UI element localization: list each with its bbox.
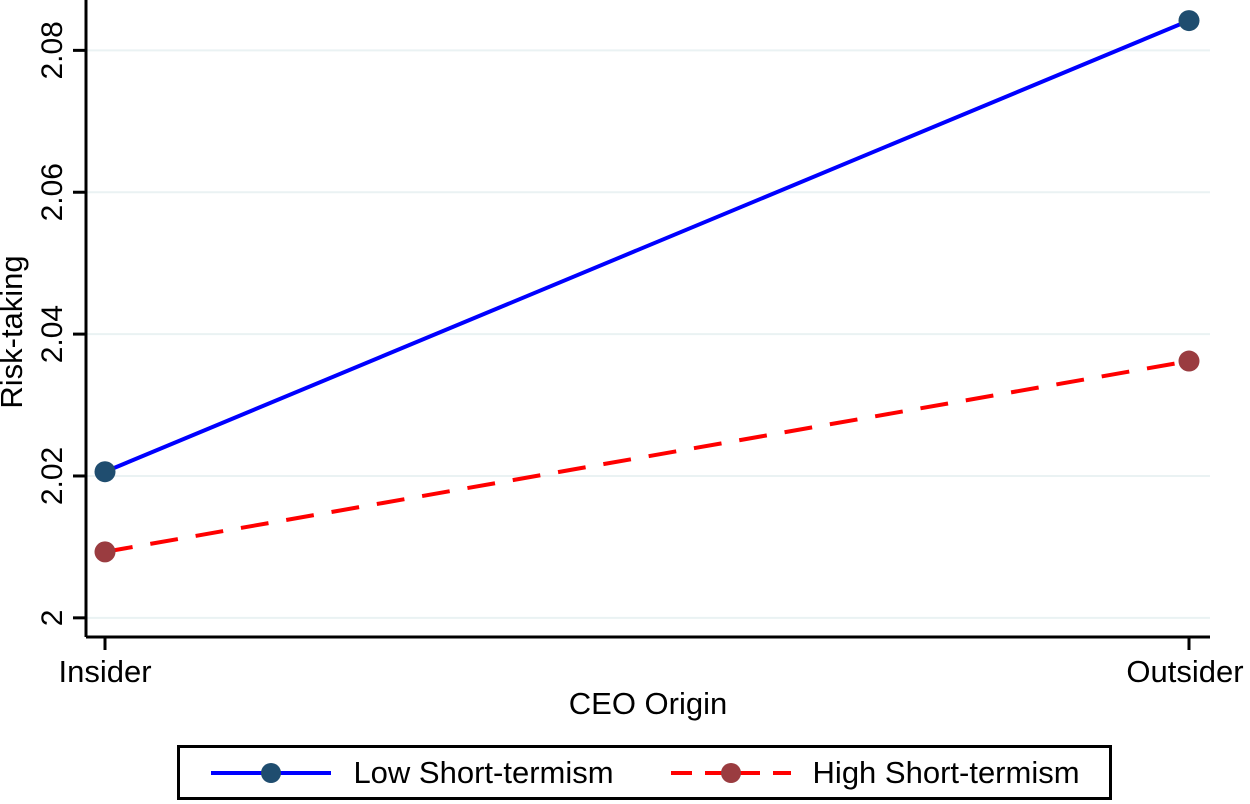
marker-low-short-termism-insider bbox=[94, 461, 116, 483]
data-series bbox=[94, 10, 1200, 563]
legend-entry-low-short-termism: Low Short-termism bbox=[209, 754, 614, 791]
marker-low-short-termism-outsider bbox=[1178, 10, 1200, 32]
y-tick-label: 2.06 bbox=[36, 163, 69, 221]
x-tick-label-outsider: Outsider bbox=[1126, 654, 1243, 689]
x-tick-label-insider: Insider bbox=[58, 654, 151, 689]
axis-tick-labels: 2 2.02 2.04 2.06 2.08 Insider Outsider bbox=[36, 21, 1244, 689]
legend-label-low: Low Short-termism bbox=[353, 754, 614, 790]
legend-marker-low bbox=[261, 762, 282, 783]
y-tick-label: 2 bbox=[36, 610, 69, 627]
gridlines bbox=[86, 49, 1210, 619]
y-axis-title: Risk-taking bbox=[0, 255, 29, 408]
series-line-low-short-termism bbox=[104, 18, 1190, 474]
y-tick-label: 2.04 bbox=[36, 305, 69, 363]
marker-high-short-termism-outsider bbox=[1178, 350, 1200, 372]
axes bbox=[84, 0, 1210, 639]
legend-line-sample-low bbox=[211, 762, 332, 783]
legend-marker-high bbox=[720, 762, 741, 783]
legend-label-high: High Short-termism bbox=[812, 754, 1080, 790]
series-line-high-short-termism bbox=[104, 359, 1190, 554]
x-axis-title: CEO Origin bbox=[569, 686, 727, 721]
y-tick-label: 2.08 bbox=[36, 21, 69, 79]
y-tick-label: 2.02 bbox=[36, 447, 69, 505]
legend-entry-high-short-termism: High Short-termism bbox=[669, 755, 1080, 791]
legend-line-sample-high bbox=[670, 762, 791, 783]
axis-ticks bbox=[73, 48, 1191, 650]
marker-high-short-termism-insider bbox=[94, 541, 116, 563]
legend-box: Low Short-termism High Short-termism bbox=[177, 745, 1112, 800]
chart-plot-area: 2 2.02 2.04 2.06 2.08 Insider Outsider Risk-ta… bbox=[0, 0, 1244, 721]
